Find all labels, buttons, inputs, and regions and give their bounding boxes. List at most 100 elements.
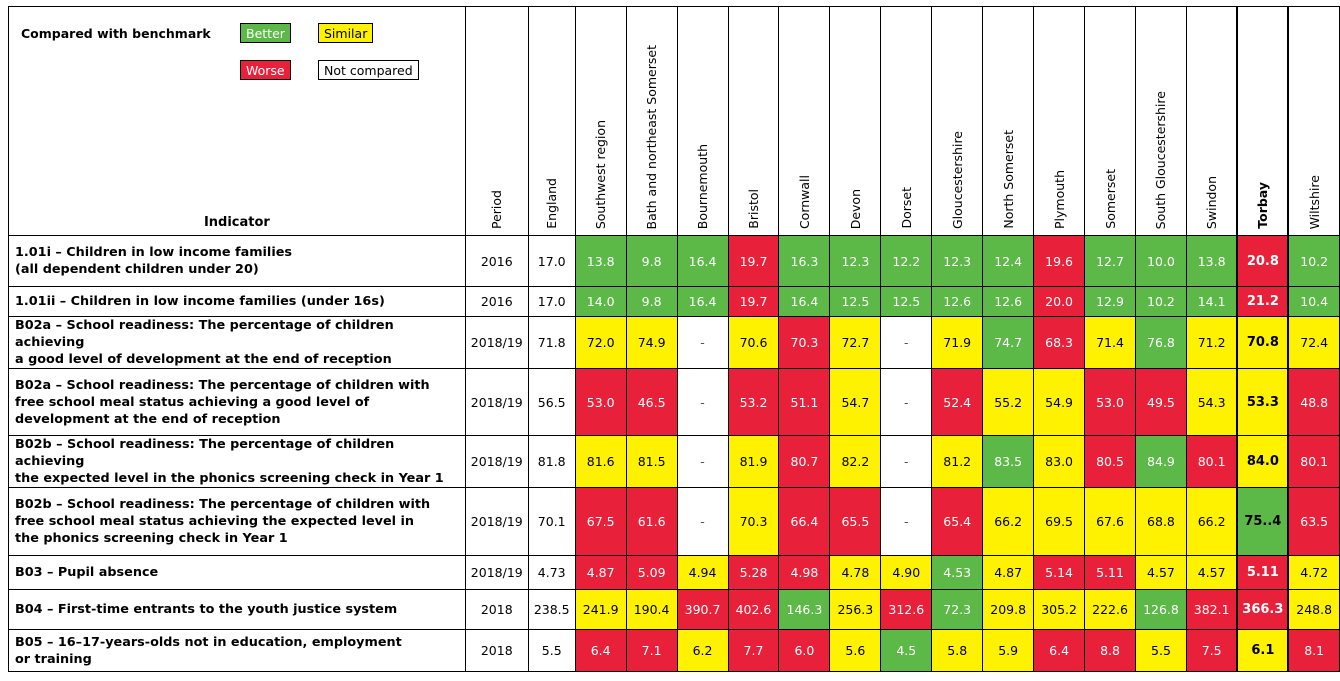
value-cell: 190.4 — [625, 589, 678, 630]
column-header-cornwall: Cornwall — [778, 6, 831, 236]
torbay-value-cell: 53.3 — [1236, 368, 1290, 436]
indicator-cell: B02a – School readiness: The percentage … — [8, 316, 466, 369]
column-header-england: England — [527, 6, 576, 236]
value-cell: 66.2 — [982, 487, 1035, 556]
value-cell: 67.5 — [574, 487, 627, 556]
value-cell: 10.2 — [1135, 286, 1187, 317]
value-cell: 71.9 — [931, 316, 984, 369]
value-cell: 66.4 — [778, 487, 831, 556]
value-cell: 6.4 — [1033, 629, 1086, 672]
value-cell: 72.7 — [829, 316, 882, 369]
value-cell: - — [880, 487, 933, 556]
column-header-torbay: Torbay — [1236, 6, 1290, 236]
value-cell: 67.6 — [1084, 487, 1136, 556]
value-cell: 382.1 — [1185, 589, 1238, 630]
value-cell: 241.9 — [574, 589, 627, 630]
value-cell: 209.8 — [982, 589, 1035, 630]
value-cell: 71.2 — [1185, 316, 1238, 369]
period-cell: 2016 — [464, 286, 529, 317]
value-cell: 248.8 — [1287, 589, 1340, 630]
value-cell: 13.8 — [574, 235, 627, 287]
header-row: Compared with benchmark Better Similar W… — [8, 6, 1340, 236]
value-cell: 12.2 — [880, 235, 933, 287]
value-cell: 16.4 — [676, 286, 729, 317]
torbay-value-cell: 20.8 — [1236, 235, 1290, 287]
value-cell: 68.3 — [1033, 316, 1086, 369]
value-cell: 19.7 — [727, 235, 780, 287]
legend-worse-key: Worse — [240, 60, 291, 80]
value-cell: 126.8 — [1135, 589, 1187, 630]
period-cell: 2018/19 — [464, 555, 529, 590]
indicator-cell: B02b – School readiness: The percentage … — [8, 487, 466, 556]
value-cell: 9.8 — [625, 235, 678, 287]
column-header-bristol: Bristol — [727, 6, 780, 236]
value-cell: 74.9 — [625, 316, 678, 369]
value-cell: 4.72 — [1287, 555, 1340, 590]
column-header-swindon: Swindon — [1185, 6, 1238, 236]
value-cell: 70.6 — [727, 316, 780, 369]
value-cell: 54.9 — [1033, 368, 1086, 436]
value-cell: 5.9 — [982, 629, 1035, 672]
value-cell: 6.4 — [574, 629, 627, 672]
value-cell: 81.6 — [574, 435, 627, 488]
table-row: B02a – School readiness: The percentage … — [8, 368, 1340, 436]
column-header-gloucestershire: Gloucestershire — [931, 6, 984, 236]
value-cell: 12.3 — [829, 235, 882, 287]
indicator-cell: B02a – School readiness: The percentage … — [8, 368, 466, 436]
value-cell: 46.5 — [625, 368, 678, 436]
value-cell: 7.1 — [625, 629, 678, 672]
value-cell: 53.0 — [574, 368, 627, 436]
indicator-cell: B05 – 16–17-years-olds not in education,… — [8, 629, 466, 672]
legend-better-key: Better — [240, 23, 291, 43]
value-cell: 14.0 — [574, 286, 627, 317]
benchmark-table: Compared with benchmark Better Similar W… — [8, 6, 1340, 672]
value-cell: 72.4 — [1287, 316, 1340, 369]
column-header-south-gloucestershire: South Gloucestershire — [1135, 6, 1187, 236]
indicator-label-line: (all dependent children under 20) — [15, 262, 259, 277]
torbay-value-cell: 5.11 — [1236, 555, 1290, 590]
value-cell: 4.57 — [1135, 555, 1187, 590]
value-cell: 305.2 — [1033, 589, 1086, 630]
table-row: B04 – First-time entrants to the youth j… — [8, 589, 1340, 630]
value-cell: 7.5 — [1185, 629, 1238, 672]
value-cell: 63.5 — [1287, 487, 1340, 556]
table-row: B02b – School readiness: The percentage … — [8, 487, 1340, 556]
value-cell: 49.5 — [1135, 368, 1187, 436]
value-cell: 61.6 — [625, 487, 678, 556]
value-cell: 82.2 — [829, 435, 882, 488]
value-cell: 12.7 — [1084, 235, 1136, 287]
value-cell: 69.5 — [1033, 487, 1086, 556]
period-cell: 2018/19 — [464, 487, 529, 556]
value-cell: 19.6 — [1033, 235, 1086, 287]
torbay-value-cell: 70.8 — [1236, 316, 1290, 369]
value-cell: 80.1 — [1185, 435, 1238, 488]
indicator-label-line: B03 – Pupil absence — [15, 565, 159, 580]
value-cell: 16.4 — [778, 286, 831, 317]
value-cell: 222.6 — [1084, 589, 1136, 630]
value-cell: 14.1 — [1185, 286, 1238, 317]
value-cell: - — [676, 435, 729, 488]
value-cell: 312.6 — [880, 589, 933, 630]
england-value-cell: 71.8 — [527, 316, 576, 369]
england-value-cell: 81.8 — [527, 435, 576, 488]
value-cell: 16.4 — [676, 235, 729, 287]
england-value-cell: 5.5 — [527, 629, 576, 672]
value-cell: 5.14 — [1033, 555, 1086, 590]
indicator-label-line: B02b – School readiness: The percentage … — [15, 497, 431, 512]
value-cell: 84.9 — [1135, 435, 1187, 488]
value-cell: 402.6 — [727, 589, 780, 630]
indicator-column-header: Indicator — [203, 215, 270, 230]
table-row: B02a – School readiness: The percentage … — [8, 316, 1340, 369]
value-cell: 54.7 — [829, 368, 882, 436]
indicator-label-line: 1.01i – Children in low income families — [15, 245, 293, 260]
indicator-label-line: free school meal status achieving the ex… — [15, 514, 414, 529]
value-cell: 4.90 — [880, 555, 933, 590]
column-header-devon: Devon — [829, 6, 882, 236]
value-cell: 5.09 — [625, 555, 678, 590]
indicator-label-line: B02a – School readiness: The percentage … — [15, 377, 430, 393]
indicator-label-line: B05 – 16–17-years-olds not in education,… — [15, 634, 402, 650]
indicator-label-line: development at the end of reception — [15, 411, 281, 427]
value-cell: - — [676, 316, 729, 369]
period-cell: 2018 — [464, 589, 529, 630]
value-cell: 12.3 — [931, 235, 984, 287]
